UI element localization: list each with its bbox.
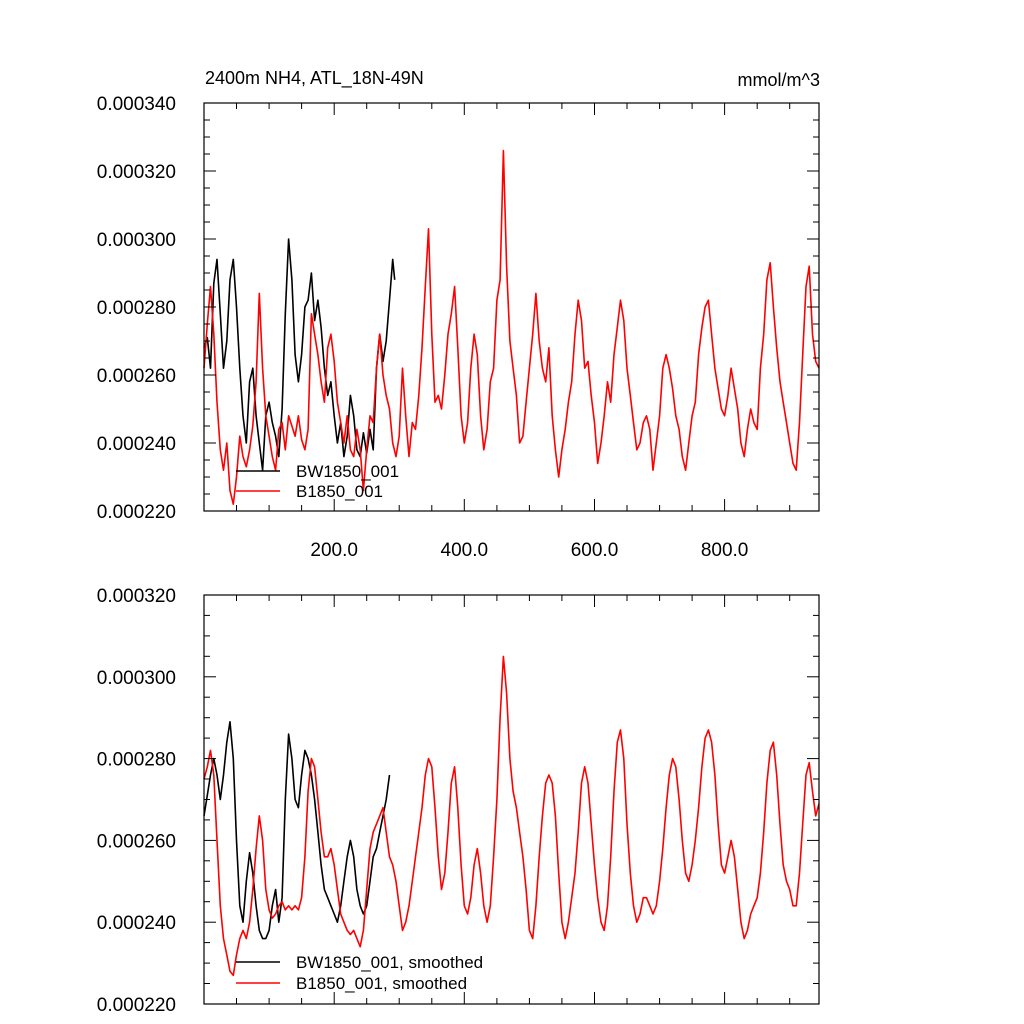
top-series-lines xyxy=(203,149,820,505)
bottom-y-tick-label: 0.000300 xyxy=(97,668,176,689)
top-series-line-0 xyxy=(203,238,396,471)
top-y-tick-label: 0.000300 xyxy=(97,230,176,251)
top-legend-label-0: BW1850_001 xyxy=(296,462,399,481)
top-y-tick-label: 0.000240 xyxy=(97,434,176,455)
top-y-tick-label: 0.000280 xyxy=(97,298,176,319)
top-x-tick-label: 400.0 xyxy=(441,540,489,561)
top-series-line-1 xyxy=(203,149,820,505)
top-axis-ticks xyxy=(204,102,819,512)
bottom-y-tick-label: 0.000240 xyxy=(97,913,176,934)
top-y-tick-label: 0.000320 xyxy=(97,162,176,183)
top-y-tick-label: 0.000260 xyxy=(97,366,176,387)
bottom-plot-frame xyxy=(203,594,820,1005)
bottom-y-tick-label: 0.000280 xyxy=(97,750,176,771)
top-y-tick-labels: 0.000220 0.000240 0.000260 0.000280 0.000300… xyxy=(97,94,176,523)
top-x-tick-label: 200.0 xyxy=(310,540,358,561)
top-legend-label-1: B1850_001 xyxy=(296,482,383,501)
bottom-legend: BW1850_001, smoothed B1850_001, smoothed xyxy=(236,953,483,993)
bottom-series-line-0 xyxy=(203,721,391,940)
chart-title: 2400m NH4, ATL_18N-49N xyxy=(205,68,424,89)
bottom-axis-ticks xyxy=(204,594,819,1005)
top-y-tick-label: 0.000340 xyxy=(97,94,176,115)
bottom-y-tick-labels: 0.000220 0.000240 0.000260 0.000280 0.000300… xyxy=(97,586,176,1016)
bottom-legend-label-1: B1850_001, smoothed xyxy=(296,974,467,993)
bottom-panel: 0.000220 0.000240 0.000260 0.000280 0.000300… xyxy=(97,586,820,1016)
top-panel: 2400m NH4, ATL_18N-49N mmol/m^3 0.000220… xyxy=(97,68,820,561)
bottom-series-lines xyxy=(203,655,820,977)
top-x-tick-label: 800.0 xyxy=(701,540,749,561)
top-plot-frame xyxy=(203,102,820,512)
top-x-tick-label: 600.0 xyxy=(571,540,619,561)
bottom-legend-label-0: BW1850_001, smoothed xyxy=(296,953,483,972)
top-y-tick-label: 0.000220 xyxy=(97,502,176,523)
bottom-y-tick-label: 0.000220 xyxy=(97,995,176,1016)
bottom-y-tick-label: 0.000320 xyxy=(97,586,176,607)
bottom-y-tick-label: 0.000260 xyxy=(97,831,176,852)
top-x-tick-labels: 200.0 400.0 600.0 800.0 xyxy=(310,540,748,561)
units-label: mmol/m^3 xyxy=(738,70,820,90)
bottom-series-line-1 xyxy=(203,655,820,977)
